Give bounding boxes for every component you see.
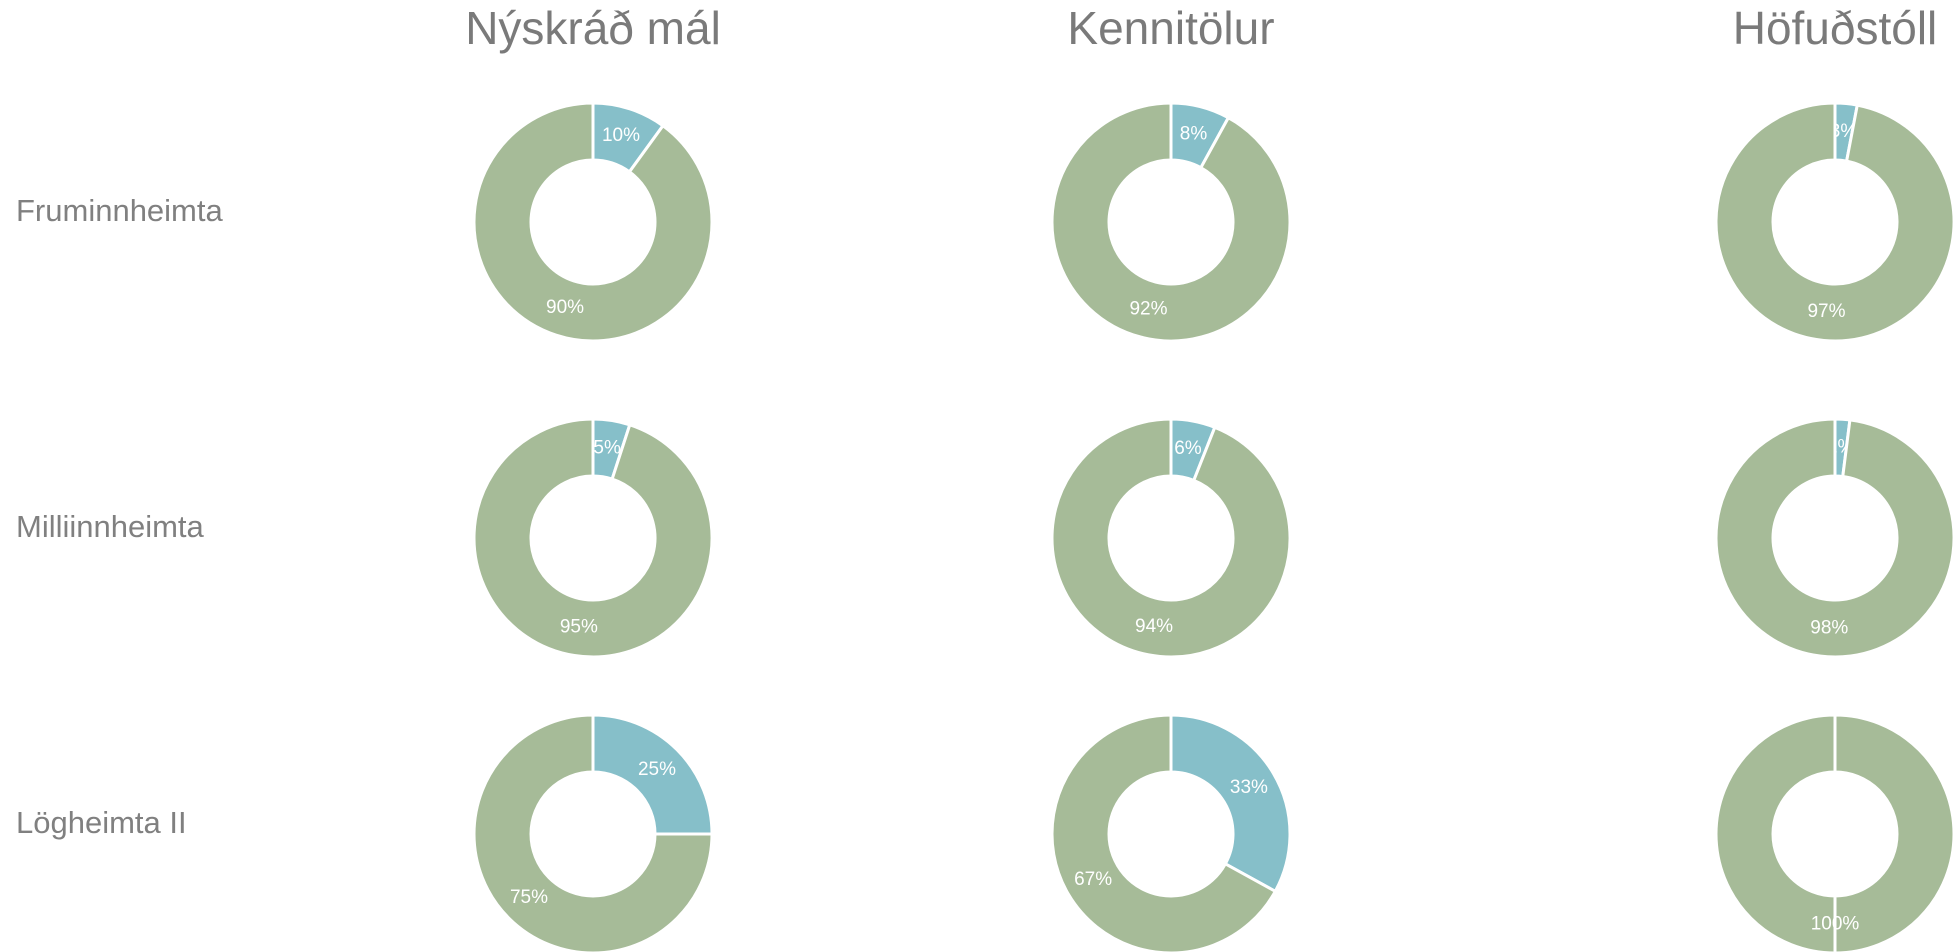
donut-slice — [591, 713, 714, 836]
donut-slice — [1169, 713, 1292, 894]
donut: 0%100% — [1714, 713, 1956, 952]
slice-label: 98% — [1810, 617, 1848, 638]
donut: 33% 67% — [1050, 713, 1292, 952]
slice-label: 100% — [1811, 914, 1860, 935]
donut-slice — [472, 417, 714, 659]
donut: 3%97% — [1714, 101, 1956, 343]
donut: 6% 94% — [1050, 417, 1292, 659]
slice-label: 10% — [602, 125, 640, 146]
slice-label: 97% — [1807, 301, 1845, 322]
slice-label: 33% — [1230, 777, 1268, 798]
donut-slice — [1714, 101, 1956, 343]
donut: 10% 90% — [472, 101, 714, 343]
slice-label: 95% — [560, 616, 598, 637]
row-label: Lögheimta II — [16, 805, 187, 840]
slice-label: 75% — [510, 887, 548, 908]
donut-slice — [472, 101, 714, 343]
column-title: Nýskráð mál — [465, 2, 721, 54]
donut: 25% 75% — [472, 713, 714, 952]
row-label: Fruminnheimta — [16, 193, 223, 228]
slice-label: 8% — [1180, 123, 1208, 144]
slice-label: 6% — [1174, 438, 1202, 459]
slice-label: 67% — [1074, 869, 1112, 890]
row-label: Milliinnheimta — [16, 509, 205, 544]
donut: 2%98% — [1714, 417, 1956, 659]
slice-label: 5% — [593, 438, 621, 459]
donut: 8% 92% — [1050, 101, 1292, 343]
slice-label: 92% — [1129, 299, 1167, 320]
column-title: Kennitölur — [1067, 2, 1274, 54]
donut-slice — [1714, 713, 1956, 952]
donut-slice — [472, 713, 714, 952]
donut-slice — [1050, 101, 1292, 343]
donut-slice — [1714, 417, 1956, 659]
donut-slice — [1050, 417, 1292, 659]
slice-label: 25% — [638, 759, 676, 780]
slice-label: 94% — [1135, 616, 1173, 637]
donut: 5% 95% — [472, 417, 714, 659]
column-title: Höfuðstóll — [1733, 2, 1938, 54]
slice-label: 90% — [546, 297, 584, 318]
